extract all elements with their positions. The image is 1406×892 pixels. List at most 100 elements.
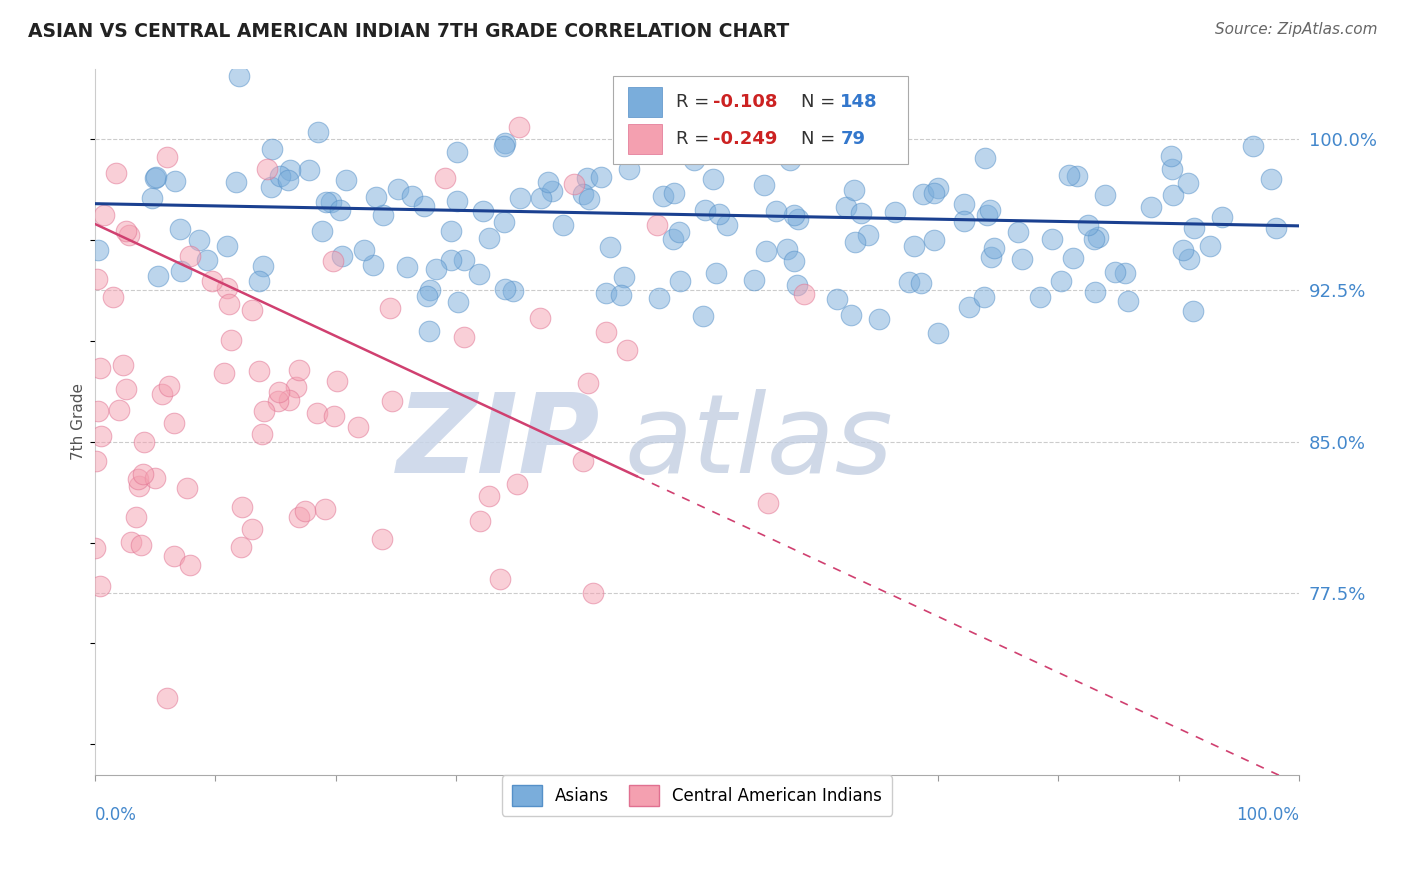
Point <box>835 200 858 214</box>
Point <box>779 153 801 168</box>
Point <box>373 208 395 222</box>
Point <box>361 259 384 273</box>
Point <box>250 427 273 442</box>
Point <box>418 324 440 338</box>
Point <box>305 406 328 420</box>
Point <box>240 522 263 536</box>
Point <box>783 253 806 268</box>
Point <box>884 205 907 219</box>
Point <box>260 142 283 156</box>
Point <box>347 419 370 434</box>
Point <box>434 171 457 186</box>
Point <box>1062 252 1084 266</box>
Point <box>107 402 129 417</box>
Point <box>219 333 242 347</box>
Point <box>613 270 636 285</box>
Point <box>311 224 333 238</box>
Point <box>783 208 806 222</box>
Text: atlas: atlas <box>624 389 893 496</box>
Point <box>176 481 198 495</box>
Point <box>298 163 321 178</box>
Point <box>582 586 605 600</box>
Point <box>472 203 495 218</box>
Point <box>156 150 179 164</box>
Point <box>707 207 730 221</box>
Point <box>844 235 866 250</box>
Point <box>141 191 163 205</box>
Point <box>668 225 690 239</box>
Point <box>1040 232 1063 246</box>
Point <box>269 169 291 184</box>
Point <box>247 363 270 377</box>
Text: -0.108: -0.108 <box>713 93 778 111</box>
Point <box>260 180 283 194</box>
Point <box>897 275 920 289</box>
Point <box>911 186 934 201</box>
Point <box>294 504 316 518</box>
Point <box>595 285 617 300</box>
Point <box>215 280 238 294</box>
Point <box>231 500 253 515</box>
Point <box>143 471 166 485</box>
Point <box>617 162 640 177</box>
Point <box>537 175 560 189</box>
Point <box>287 510 309 524</box>
Point <box>492 138 515 153</box>
Point <box>378 301 401 315</box>
Point <box>576 170 599 185</box>
Point <box>1050 274 1073 288</box>
Point <box>973 290 995 304</box>
Point <box>793 287 815 301</box>
Point <box>1077 218 1099 232</box>
Point <box>1178 252 1201 266</box>
Point <box>839 308 862 322</box>
Point <box>188 233 211 247</box>
Point <box>974 151 997 165</box>
Point <box>252 260 274 274</box>
Point <box>662 119 685 133</box>
Point <box>693 203 716 218</box>
Point <box>127 472 149 486</box>
Point <box>752 178 775 193</box>
Point <box>121 534 143 549</box>
Point <box>1066 169 1088 183</box>
Point <box>440 224 463 238</box>
Point <box>702 171 724 186</box>
Point <box>1177 176 1199 190</box>
Text: 0.0%: 0.0% <box>94 806 136 824</box>
Point <box>976 208 998 222</box>
Point <box>716 219 738 233</box>
Point <box>278 392 301 407</box>
Point <box>599 240 621 254</box>
Point <box>148 11 170 25</box>
Point <box>228 69 250 83</box>
Point <box>786 278 808 293</box>
Point <box>387 182 409 196</box>
Point <box>468 267 491 281</box>
Point <box>494 136 516 150</box>
Point <box>225 175 247 189</box>
Point <box>129 538 152 552</box>
Point <box>146 269 169 284</box>
Point <box>165 173 187 187</box>
Point <box>105 166 128 180</box>
Point <box>1059 168 1081 182</box>
Point <box>1029 291 1052 305</box>
Point <box>578 192 600 206</box>
Point <box>440 252 463 267</box>
Point <box>957 300 980 314</box>
Point <box>922 186 945 200</box>
Point <box>212 366 235 380</box>
Point <box>983 241 1005 255</box>
Point <box>662 186 685 201</box>
Point <box>425 262 447 277</box>
Point <box>540 185 562 199</box>
Point <box>922 233 945 247</box>
Point <box>307 125 329 139</box>
Point <box>115 224 138 238</box>
Point <box>87 403 110 417</box>
Point <box>326 374 349 388</box>
Point <box>478 489 501 503</box>
Point <box>364 190 387 204</box>
Point <box>488 572 510 586</box>
